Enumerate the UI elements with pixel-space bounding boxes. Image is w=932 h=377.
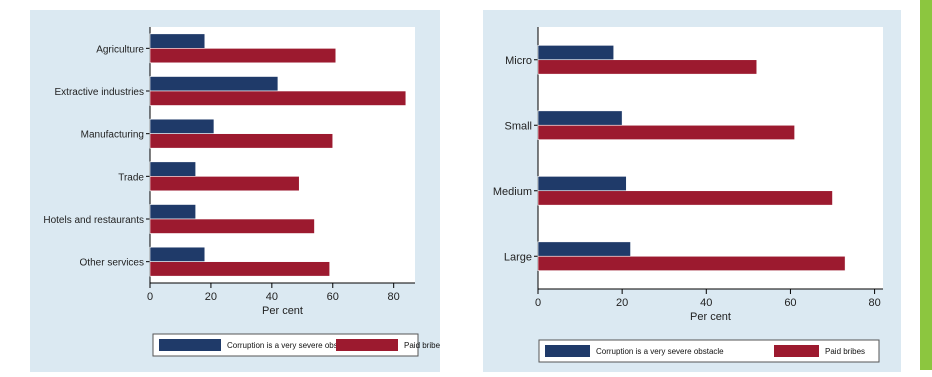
left-category-label: Manufacturing [81,130,144,141]
left-bar-obstacle [149,204,196,220]
right-bar-obstacle [537,241,631,257]
left-plot-area [150,27,415,283]
right-legend-swatch-obstacle [545,345,590,357]
right-chart-panel: Micro Small Medium Large 0 20 40 60 80 Per cent Co… [483,10,901,372]
right-x-tick-label: 0 [535,297,541,309]
left-x-tick-label: 60 [327,291,339,303]
right-category-label: Large [504,251,532,263]
right-legend-swatch-bribes [774,345,819,357]
right-legend-label-obstacle: Corruption is a very severe obstacle [596,347,724,356]
left-bar-obstacle [149,33,206,49]
left-bar-bribes [149,176,300,192]
left-category-label: Other services [80,258,144,269]
right-legend-label-bribes: Paid bribes [825,347,865,356]
right-category-label: Micro [505,55,532,67]
right-x-tick-label: 20 [616,297,628,309]
right-bar-bribes [537,255,846,271]
right-x-tick-label: 60 [784,297,796,309]
left-bar-obstacle [149,246,206,262]
right-bar-bribes [537,124,795,140]
left-bar-bribes [149,133,334,149]
firm-size-bar-chart: Micro Small Medium Large 0 20 40 60 80 Per cent Co… [493,27,883,363]
sector-bar-chart: Agriculture Extractive industries Manufact… [43,27,444,357]
right-bar-obstacle [537,176,627,192]
left-legend-label-bribes: Paid bribes [404,341,440,350]
left-x-tick-label: 80 [388,291,400,303]
left-category-label: Hotels and restaurants [43,215,144,226]
left-legend-label-obstacle: Corruption is a very severe obstacle [227,341,355,350]
left-x-tick-label: 0 [147,291,153,303]
right-x-axis-title: Per cent [690,311,731,323]
left-legend-swatch-bribes [336,339,398,351]
right-x-tick-label: 40 [700,297,712,309]
right-category-label: Small [504,120,532,132]
right-bar-obstacle [537,110,623,126]
left-bar-obstacle [149,161,196,177]
left-x-tick-label: 20 [205,291,217,303]
right-bar-obstacle [537,45,615,61]
side-accent-bar [920,0,932,370]
left-bar-obstacle [149,76,279,92]
left-bar-bribes [149,48,337,64]
left-legend-swatch-obstacle [159,339,221,351]
left-x-axis-title: Per cent [262,305,303,317]
left-category-label: Extractive industries [55,87,144,98]
right-bar-bribes [537,190,833,206]
left-bar-bribes [149,261,331,277]
right-bar-bribes [537,59,758,75]
left-chart-panel: Agriculture Extractive industries Manufact… [30,10,444,372]
left-x-tick-label: 40 [266,291,278,303]
right-x-tick-label: 80 [868,297,880,309]
left-bar-bribes [149,90,407,106]
left-bar-obstacle [149,118,215,134]
left-category-label: Trade [118,172,144,183]
left-category-label: Agriculture [96,44,144,55]
left-bar-bribes [149,218,315,234]
right-category-label: Medium [493,186,532,198]
